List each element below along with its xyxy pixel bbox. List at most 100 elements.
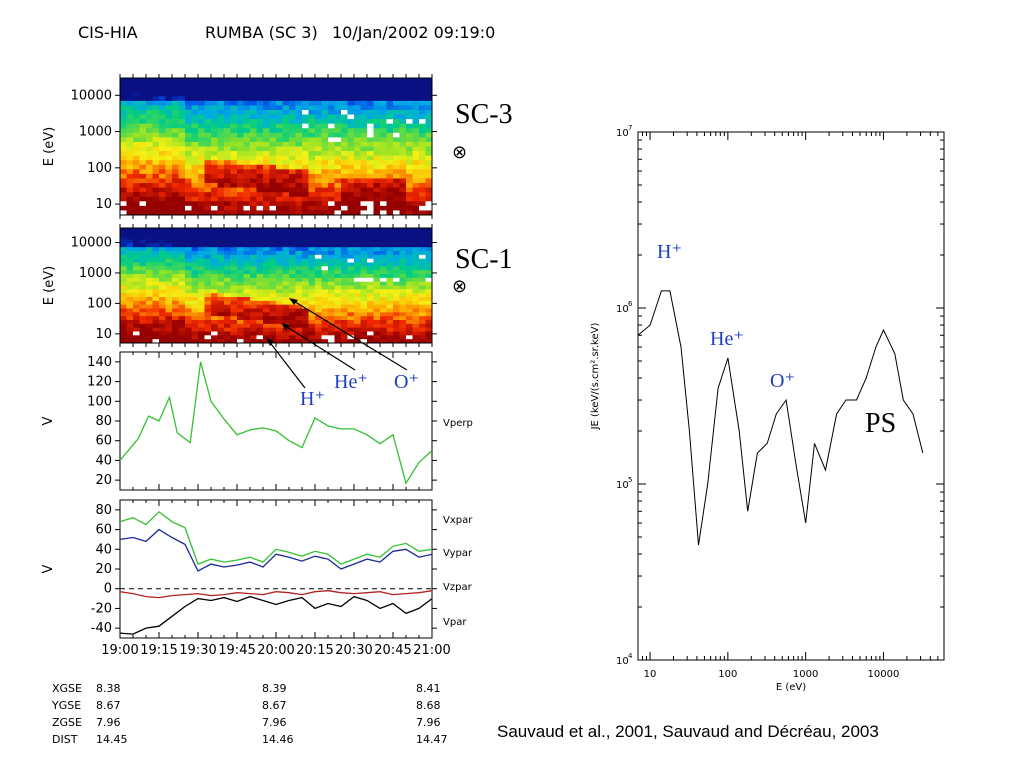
spectrogram-cell (321, 335, 329, 340)
spectrogram-cell (347, 178, 355, 184)
spectrogram-cell (321, 235, 329, 240)
spectrogram-cell (126, 91, 134, 97)
spectrogram-cell (185, 339, 192, 344)
spectrogram-cell (230, 87, 238, 93)
spectrogram-cell (380, 254, 387, 260)
spectrogram-cell (126, 169, 134, 175)
spectrogram-cell (360, 239, 368, 244)
spectrogram-cell (263, 196, 270, 202)
spectrogram-cell (224, 128, 231, 134)
spectrogram-cell (354, 183, 361, 188)
spectrogram-cell (191, 78, 199, 83)
spectrogram-cell (425, 210, 433, 216)
spectrogram-cell (295, 262, 303, 267)
spectrogram-cell (159, 109, 166, 115)
spectrogram-cell (178, 91, 186, 97)
spectrogram-cell (263, 274, 270, 279)
spectrogram-cell (419, 96, 426, 102)
spectrogram-cell (211, 266, 218, 271)
spectrogram-cell (230, 254, 238, 260)
spectrogram-cell (341, 178, 348, 184)
spectrogram-cell (354, 335, 361, 340)
spectrogram-cell (315, 243, 322, 248)
spectrogram-cell (126, 109, 134, 115)
spectrogram-cell (250, 308, 257, 313)
spectrogram-cell (256, 274, 264, 279)
spectrogram-cell (380, 105, 387, 111)
spectrogram-cell (172, 205, 179, 211)
spectrogram-cell (347, 243, 355, 248)
spectrogram-cell (224, 339, 231, 344)
spectrogram-cell (120, 285, 127, 290)
spectrogram-cell (295, 281, 303, 286)
spectrogram-cell (120, 78, 127, 83)
spectrogram-cell (126, 270, 134, 275)
x-tick-label: 10 (644, 669, 657, 680)
spectrogram-cell (230, 114, 238, 120)
spectrogram-cell (165, 109, 173, 115)
spectrogram-cell (172, 320, 179, 325)
spectrogram-cell (191, 231, 199, 237)
spectrogram-cell (419, 277, 426, 283)
spectrogram-cell (178, 169, 186, 175)
spectrogram-cell (250, 164, 257, 170)
spectrogram-cell (198, 128, 205, 134)
spectrogram-cell (230, 228, 238, 233)
spectrogram-cell (367, 247, 374, 252)
y-tick-label: 100 (87, 296, 112, 311)
spectrogram-cell (204, 231, 212, 237)
spectrogram-cell (412, 323, 420, 329)
spectrogram-cell (224, 293, 231, 298)
spectrogram-cell (165, 201, 173, 207)
spectrogram-cell (139, 335, 147, 340)
spectrogram-cell (224, 205, 231, 211)
spectrogram-cell (146, 187, 153, 193)
spectrogram-cell (380, 262, 387, 267)
spectrogram-cell (334, 323, 342, 329)
spectrogram-cell (360, 270, 368, 275)
spectrogram-cell (237, 231, 244, 237)
spectrogram-cell (302, 228, 309, 233)
spectrogram-cell (354, 251, 361, 256)
spectrogram-cell (315, 183, 322, 188)
spectrogram-cell (146, 173, 153, 179)
spectrogram-cell (159, 119, 166, 125)
spectrogram-cell (133, 210, 140, 216)
spectrogram-cell (172, 119, 179, 125)
spectrogram-cell (120, 308, 127, 313)
spectrogram-cell (263, 258, 270, 263)
spectrogram-cell (269, 187, 277, 193)
spectrogram-cell (425, 300, 433, 306)
spectrogram-cell (217, 78, 225, 83)
spectrogram-cell (419, 289, 426, 294)
spectrogram-cell (263, 96, 270, 102)
spectrogram-cell (198, 210, 205, 216)
spectrogram-cell (256, 312, 264, 317)
spectrogram-cell (146, 183, 153, 188)
spectrogram-cell (230, 251, 238, 256)
spectrogram-cell (334, 109, 342, 115)
spectrogram-cell (321, 277, 329, 283)
spectrogram-cell (354, 258, 361, 263)
spectrogram-cell (295, 312, 303, 317)
spectrogram-cell (321, 78, 329, 83)
spectrogram-cell (146, 201, 153, 207)
spectrogram-cell (230, 210, 238, 216)
spectrum-line (637, 290, 924, 546)
spectrogram-cell (406, 231, 413, 237)
spectrogram-cell (152, 100, 160, 106)
spectrogram-cell (146, 247, 153, 252)
spectrogram-cell (269, 141, 277, 147)
spectrogram-cell (399, 277, 407, 283)
spectrogram-cell (393, 312, 400, 317)
spectrogram-cell (152, 196, 160, 202)
spectrogram-cell (373, 178, 381, 184)
spectrogram-cell (406, 196, 413, 202)
spectrogram-cell (328, 312, 335, 317)
spectrogram-cell (425, 316, 433, 321)
spectrogram-cell (263, 123, 270, 129)
spectrogram-cell (425, 274, 433, 279)
spectrogram-cell (120, 327, 127, 332)
spectrogram-cell (230, 335, 238, 340)
spectrogram-cell (198, 164, 205, 170)
